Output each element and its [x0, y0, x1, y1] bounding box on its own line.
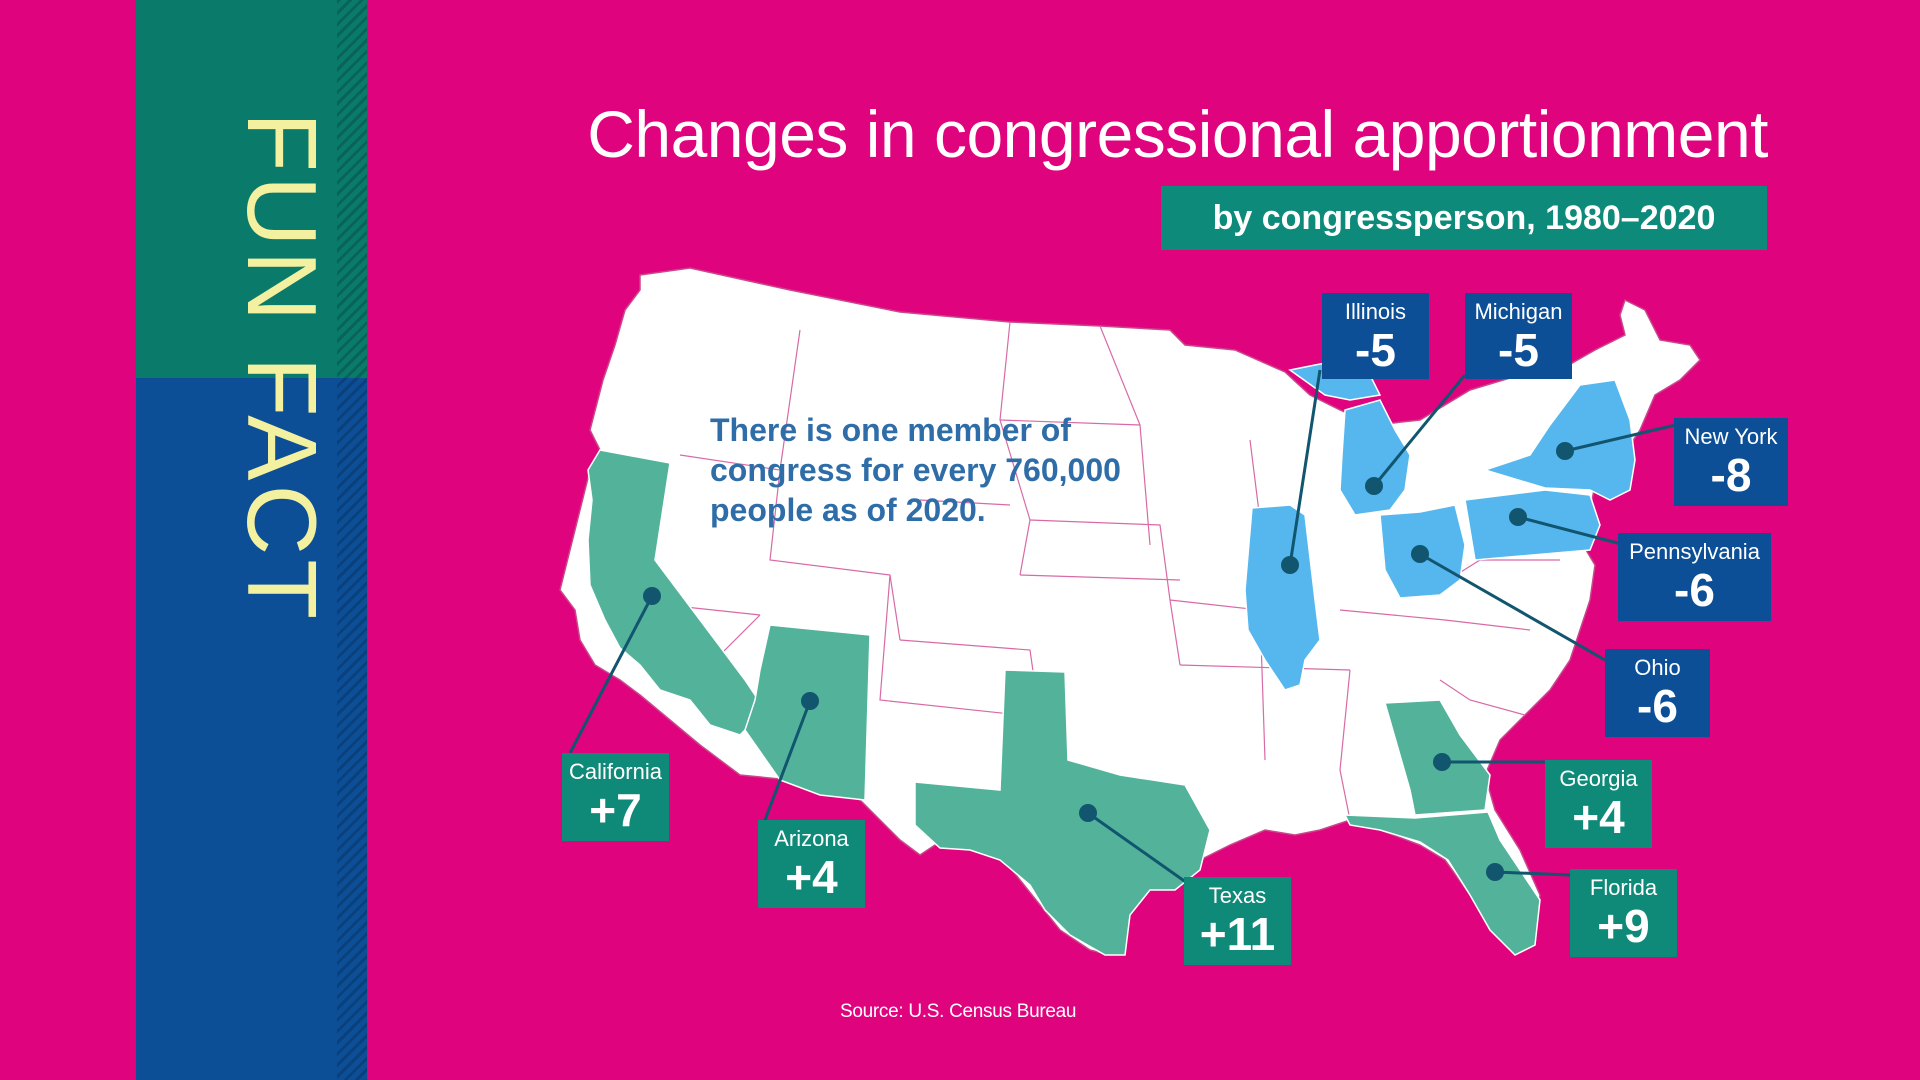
state-illinois [1244, 504, 1321, 691]
label-texas: Texas +11 [1184, 877, 1291, 965]
label-new-york-value: -8 [1710, 449, 1752, 501]
florida-marker [1486, 863, 1504, 881]
page-subtitle: by congressperson, 1980–2020 [1161, 186, 1767, 250]
label-arizona-name: Arizona [774, 826, 849, 851]
california-marker [643, 587, 661, 605]
label-illinois: Illinois -5 [1322, 293, 1429, 379]
label-arizona: Arizona +4 [758, 820, 865, 908]
label-florida: Florida +9 [1570, 869, 1677, 957]
label-illinois-value: -5 [1355, 324, 1396, 376]
side-banner-stripe [337, 0, 367, 1080]
label-pennsylvania-name: Pennsylvania [1629, 539, 1760, 564]
label-arizona-value: +4 [785, 851, 838, 903]
michigan-marker [1365, 477, 1383, 495]
side-banner-top [136, 0, 367, 378]
label-ohio: Ohio -6 [1605, 649, 1710, 737]
label-florida-name: Florida [1589, 875, 1658, 900]
new-york-marker [1556, 442, 1574, 460]
arizona-marker [801, 692, 819, 710]
pennsylvania-marker [1509, 508, 1527, 526]
label-california-name: California [569, 759, 662, 784]
label-texas-name: Texas [1208, 883, 1267, 908]
leader-lines [568, 369, 1681, 887]
label-california-value: +7 [589, 784, 642, 836]
label-pennsylvania-value: -6 [1674, 564, 1715, 616]
source-credit: Source: U.S. Census Bureau [840, 1001, 1077, 1022]
state-texas [914, 669, 1211, 956]
state-florida [1343, 811, 1541, 956]
label-georgia: Georgia +4 [1545, 760, 1652, 848]
side-banner-bottom [136, 378, 367, 1080]
state-new-york [1482, 379, 1636, 501]
georgia-marker [1433, 753, 1451, 771]
leader-dots [643, 442, 1574, 881]
texas-marker [1079, 804, 1097, 822]
state-california [587, 449, 766, 736]
illinois-marker [1281, 556, 1299, 574]
label-florida-value: +9 [1597, 900, 1650, 952]
label-new-york: New York -8 [1674, 418, 1788, 506]
label-texas-value: +11 [1199, 908, 1276, 960]
label-illinois-name: Illinois [1344, 299, 1407, 324]
label-michigan: Michigan -5 [1465, 293, 1572, 379]
label-pennsylvania: Pennsylvania -6 [1618, 533, 1771, 621]
label-georgia-name: Georgia [1559, 766, 1638, 791]
label-ohio-value: -6 [1637, 680, 1678, 732]
label-michigan-name: Michigan [1474, 299, 1563, 324]
page-title: Changes in congressional apportionment [587, 97, 1768, 171]
label-california: California +7 [562, 753, 669, 841]
label-michigan-value: -5 [1498, 324, 1539, 376]
label-georgia-value: +4 [1572, 791, 1625, 843]
label-ohio-name: Ohio [1634, 655, 1681, 680]
state-pennsylvania [1464, 489, 1601, 561]
label-new-york-name: New York [1684, 424, 1778, 449]
ohio-marker [1411, 545, 1429, 563]
gain-states [587, 449, 1541, 956]
fun-fact-text: There is one member of congress for ever… [710, 412, 1121, 528]
side-banner: FUN FACT [136, 0, 367, 1080]
